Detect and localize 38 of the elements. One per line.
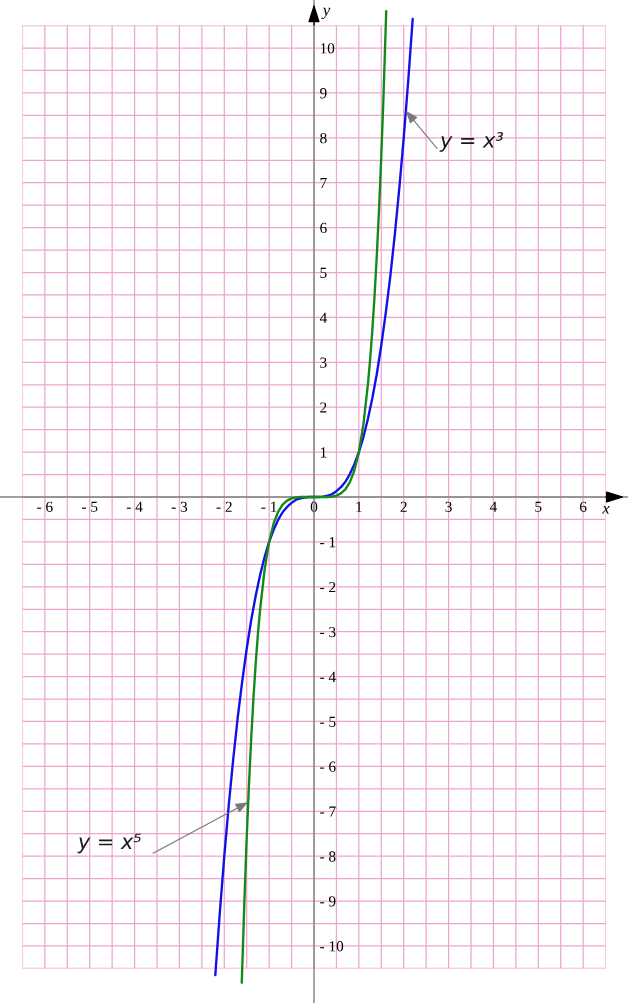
x-tick-label: - 4 <box>126 501 143 512</box>
y-tick-label: 3 <box>320 357 327 368</box>
y-tick-label: - 2 <box>320 581 336 593</box>
y-tick-label: - 6 <box>320 761 336 772</box>
y-tick-label: - 10 <box>320 941 344 952</box>
x-tick-label: 6 <box>579 501 587 512</box>
y-tick-label: 6 <box>320 222 327 234</box>
y-tick-label: - 5 <box>320 716 336 727</box>
y-tick-label: - 9 <box>320 896 336 907</box>
x-axis-title: x <box>602 505 610 514</box>
x-tick-label: 1 <box>356 501 362 512</box>
line-series <box>214 17 414 977</box>
y-tick-label: 4 <box>319 312 327 323</box>
y-tick-label: 7 <box>320 178 327 189</box>
y-tick-label: 5 <box>320 267 327 278</box>
y-tick-label: - 3 <box>320 626 336 638</box>
x-tick-label: - 5 <box>82 501 98 512</box>
y-tick-label: 9 <box>320 88 327 99</box>
annotation: y = x⁵ <box>77 833 141 854</box>
annotation: y = x³ <box>439 132 504 152</box>
y-tick-label: - 7 <box>320 806 336 817</box>
x-tick-label: - 2 <box>216 501 232 512</box>
x-tick-label: - 6 <box>37 501 53 512</box>
x-tick-label: 4 <box>489 501 498 512</box>
y-tick-label: 8 <box>320 132 327 144</box>
y-tick-label: - 1 <box>320 537 336 548</box>
y-axis-title: y <box>321 7 331 20</box>
y-tick-label: - 8 <box>320 851 336 862</box>
y-tick-label: 10 <box>320 43 335 54</box>
x-tick-label: 3 <box>445 501 452 512</box>
y-tick-label: 1 <box>320 447 327 458</box>
y-tick-label: - 4 <box>320 671 336 682</box>
x-tick-label: 5 <box>535 501 542 512</box>
x-tick-label: - 1 <box>261 501 277 512</box>
x-tick-label: 0 <box>310 501 318 512</box>
x-tick-label: 2 <box>400 501 407 512</box>
x-tick-label: - 3 <box>171 501 188 512</box>
y-tick-label: 2 <box>320 402 327 413</box>
